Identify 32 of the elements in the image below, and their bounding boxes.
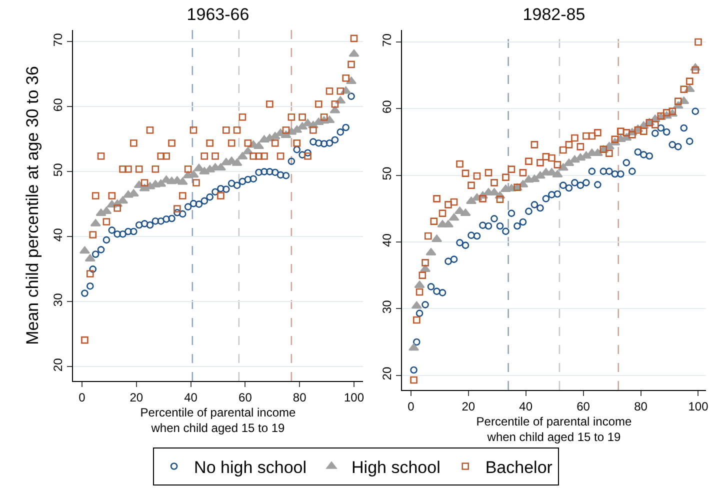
x-tick-label: 40: [519, 399, 533, 414]
legend-label: Bachelor: [485, 458, 553, 477]
y-tick-label: 30: [51, 292, 66, 307]
x-tick-label: 80: [634, 399, 648, 414]
x-tick-label: 0: [408, 399, 415, 414]
x-tick-label: 100: [344, 390, 364, 404]
x-axis-title: Percentile of parental income when child aged 15 to 19: [140, 405, 296, 435]
y-axis-title: Mean child percentile at age 30 to 36: [22, 66, 42, 345]
chart-title: 1982-85: [522, 4, 586, 24]
y-tick-label: 60: [380, 100, 394, 114]
x-tick-label: 40: [184, 390, 198, 404]
x-axis-title: Percentile of parental income when child aged 15 to 19: [476, 414, 632, 444]
y-tick-label: 20: [380, 366, 394, 380]
x-tick-label: 20: [130, 390, 144, 404]
x-tick-label: 100: [688, 399, 709, 414]
x-tick-label: 60: [238, 390, 252, 404]
x-tick-label: 60: [576, 399, 590, 414]
chart-title: 1963-66: [186, 4, 250, 24]
y-tick-label: 70: [51, 32, 66, 47]
y-tick-label: 70: [380, 33, 394, 47]
x-tick-label: 0: [78, 390, 86, 404]
y-tick-label: 40: [380, 233, 394, 247]
y-tick-label: 20: [51, 358, 66, 372]
y-tick-label: 50: [380, 166, 394, 180]
legend-label: No high school: [194, 458, 307, 477]
legend-label: High school: [352, 458, 440, 477]
y-tick-label: 30: [380, 300, 394, 314]
y-tick-label: 40: [51, 228, 66, 242]
x-tick-label: 80: [292, 390, 307, 404]
y-tick-label: 50: [51, 162, 66, 177]
y-tick-label: 60: [51, 98, 66, 112]
x-tick-label: 20: [462, 399, 476, 414]
